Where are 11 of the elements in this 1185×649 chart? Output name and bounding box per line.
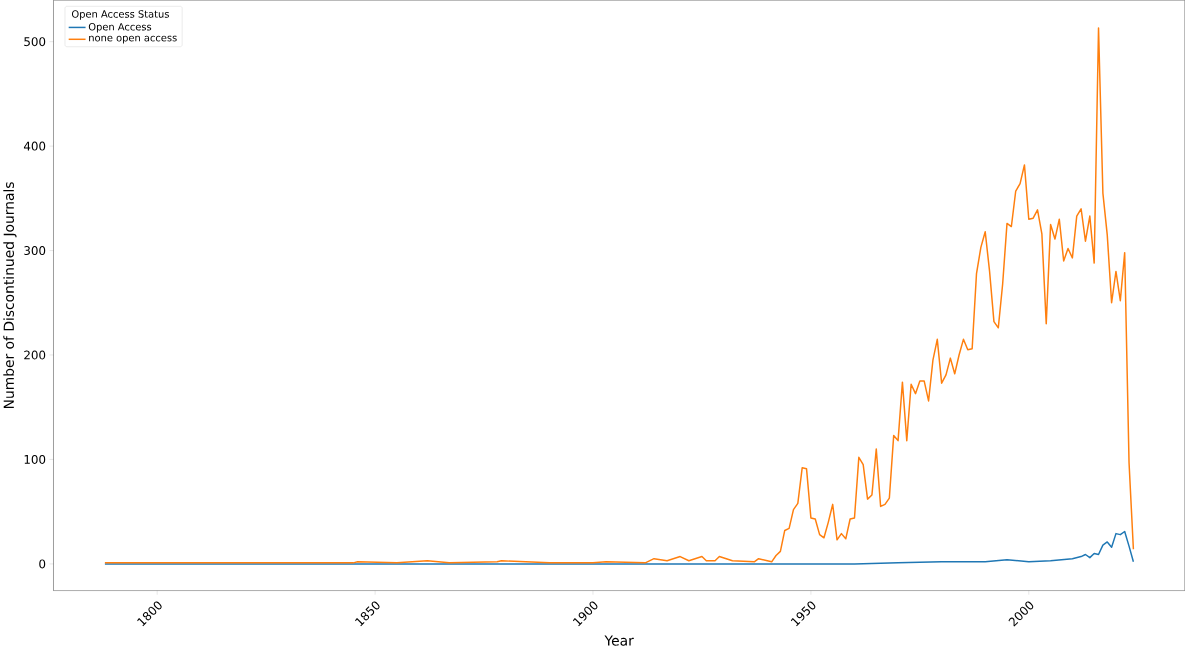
legend-label: Open Access	[88, 22, 152, 33]
y-tick-label: 200	[24, 350, 46, 360]
y-tick-label: 400	[23, 141, 46, 151]
legend-label: none open access	[89, 35, 177, 44]
y-tick-label: 100	[24, 454, 46, 464]
legend-title: Open Access Status	[71, 10, 169, 20]
y-axis-title: Number of Discontinued Journals	[3, 182, 17, 408]
y-tick-label: 0	[39, 559, 46, 569]
x-axis-title: Year	[604, 635, 634, 646]
y-tick-label: 500	[24, 37, 46, 47]
y-tick-label: 300	[24, 246, 46, 256]
